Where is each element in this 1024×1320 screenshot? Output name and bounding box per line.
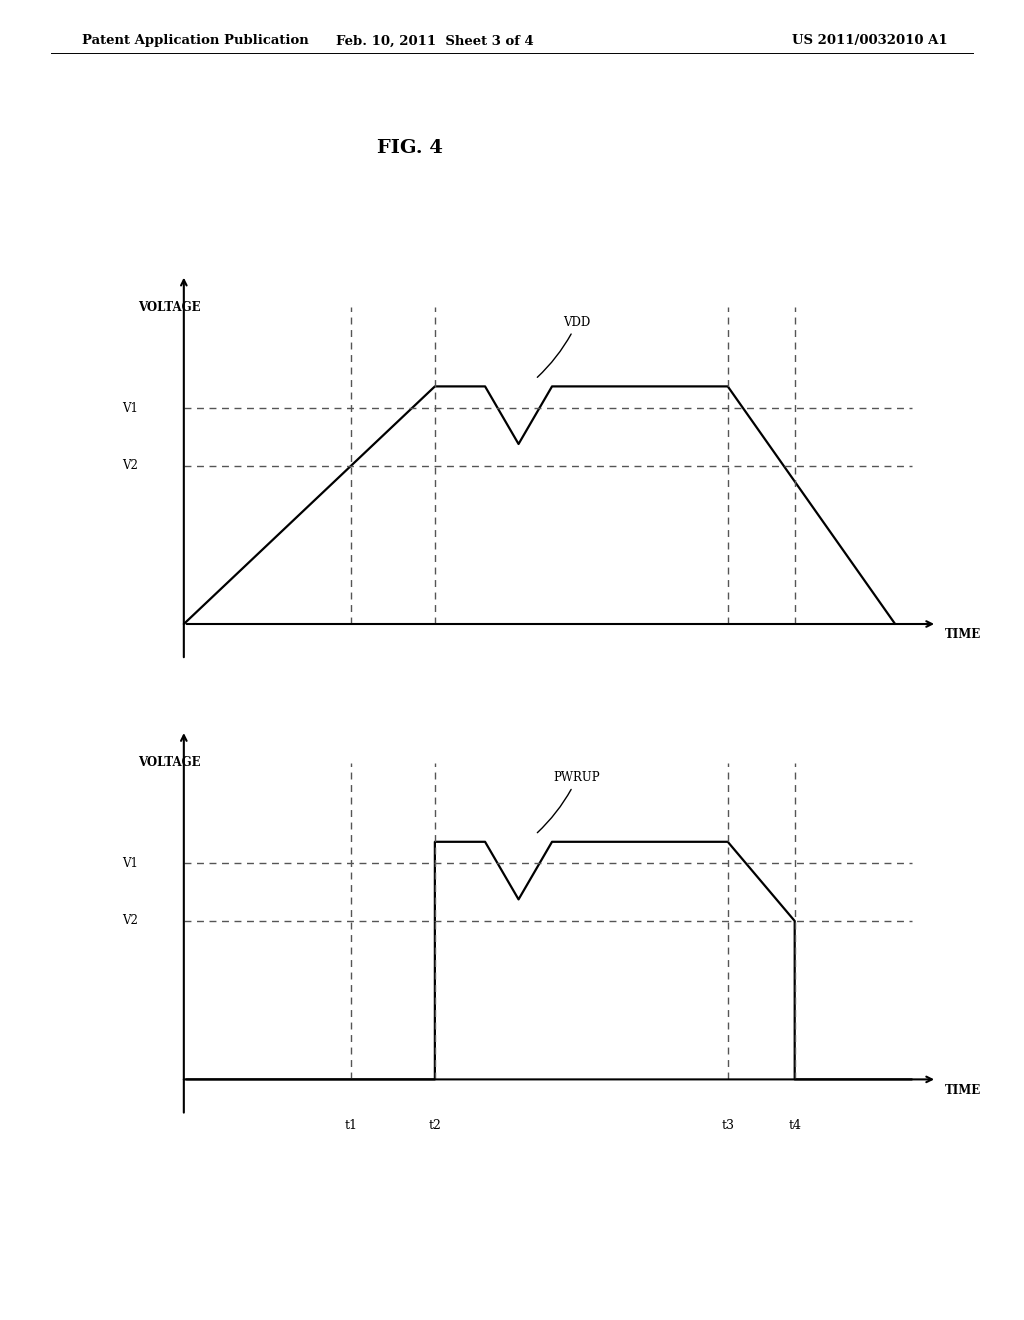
Text: Patent Application Publication: Patent Application Publication (82, 34, 308, 48)
Text: VOLTAGE: VOLTAGE (138, 756, 201, 770)
Text: V1: V1 (122, 401, 138, 414)
Text: t2: t2 (428, 1119, 441, 1133)
Text: V2: V2 (122, 915, 138, 928)
Text: Feb. 10, 2011  Sheet 3 of 4: Feb. 10, 2011 Sheet 3 of 4 (336, 34, 535, 48)
Text: PWRUP: PWRUP (538, 771, 600, 833)
Text: t1: t1 (345, 1119, 357, 1133)
Text: VDD: VDD (538, 315, 591, 378)
Text: V2: V2 (122, 459, 138, 473)
Text: VOLTAGE: VOLTAGE (138, 301, 201, 314)
Text: V1: V1 (122, 857, 138, 870)
Text: US 2011/0032010 A1: US 2011/0032010 A1 (792, 34, 947, 48)
Text: t3: t3 (721, 1119, 734, 1133)
Text: TIME: TIME (945, 628, 982, 642)
Text: TIME: TIME (945, 1084, 982, 1097)
Text: t4: t4 (788, 1119, 801, 1133)
Text: FIG. 4: FIG. 4 (377, 139, 442, 157)
